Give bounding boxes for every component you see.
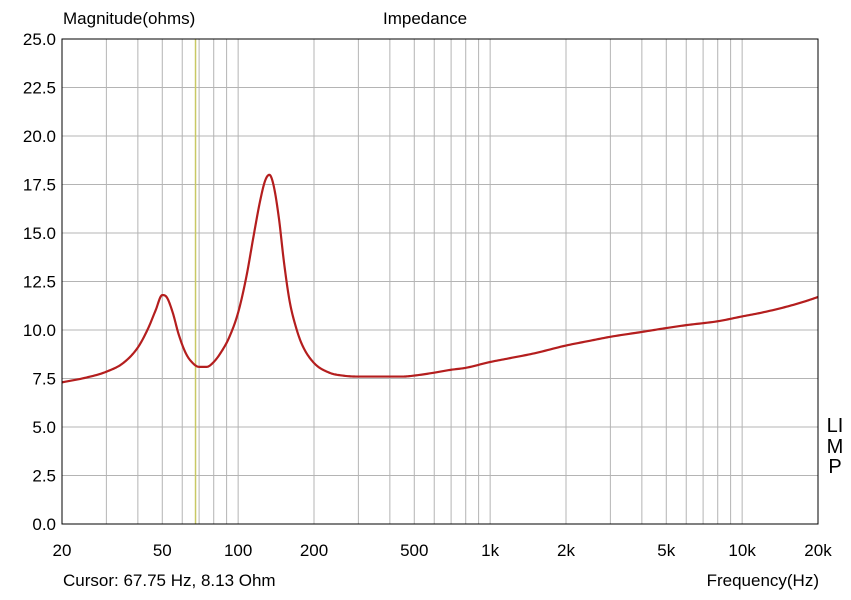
- x-axis-label: Frequency(Hz): [706, 571, 819, 590]
- x-tick-label: 1k: [481, 541, 499, 560]
- chart-title: Impedance: [383, 9, 468, 28]
- y-tick-label: 7.5: [32, 370, 56, 389]
- y-tick-label: 2.5: [32, 467, 56, 486]
- y-tick-label: 17.5: [23, 176, 56, 195]
- x-tick-label: 20: [53, 541, 72, 560]
- y-tick-label: 10.0: [23, 321, 56, 340]
- side-label: LIMP: [826, 415, 844, 478]
- y-tick-label: 0.0: [32, 515, 56, 534]
- x-tick-label: 20k: [804, 541, 832, 560]
- y-tick-label: 12.5: [23, 273, 56, 292]
- plot-frame: [61, 38, 819, 525]
- y-axis-label: Magnitude(ohms): [63, 9, 196, 28]
- x-tick-label: 2k: [557, 541, 575, 560]
- x-tick-label: 100: [224, 541, 252, 560]
- x-tick-label: 50: [153, 541, 172, 560]
- cursor-readout: Cursor: 67.75 Hz, 8.13 Ohm: [63, 571, 276, 590]
- impedance-series-line: [61, 173, 819, 384]
- x-tick-label: 500: [400, 541, 428, 560]
- y-tick-label: 20.0: [23, 127, 56, 146]
- y-tick-label: 22.5: [23, 79, 56, 98]
- x-tick-label: 10k: [728, 541, 756, 560]
- x-tick-label: 5k: [657, 541, 675, 560]
- x-tick-label: 200: [300, 541, 328, 560]
- y-tick-label: 15.0: [23, 224, 56, 243]
- y-tick-label: 5.0: [32, 418, 56, 437]
- y-tick-label: 25.0: [23, 30, 56, 49]
